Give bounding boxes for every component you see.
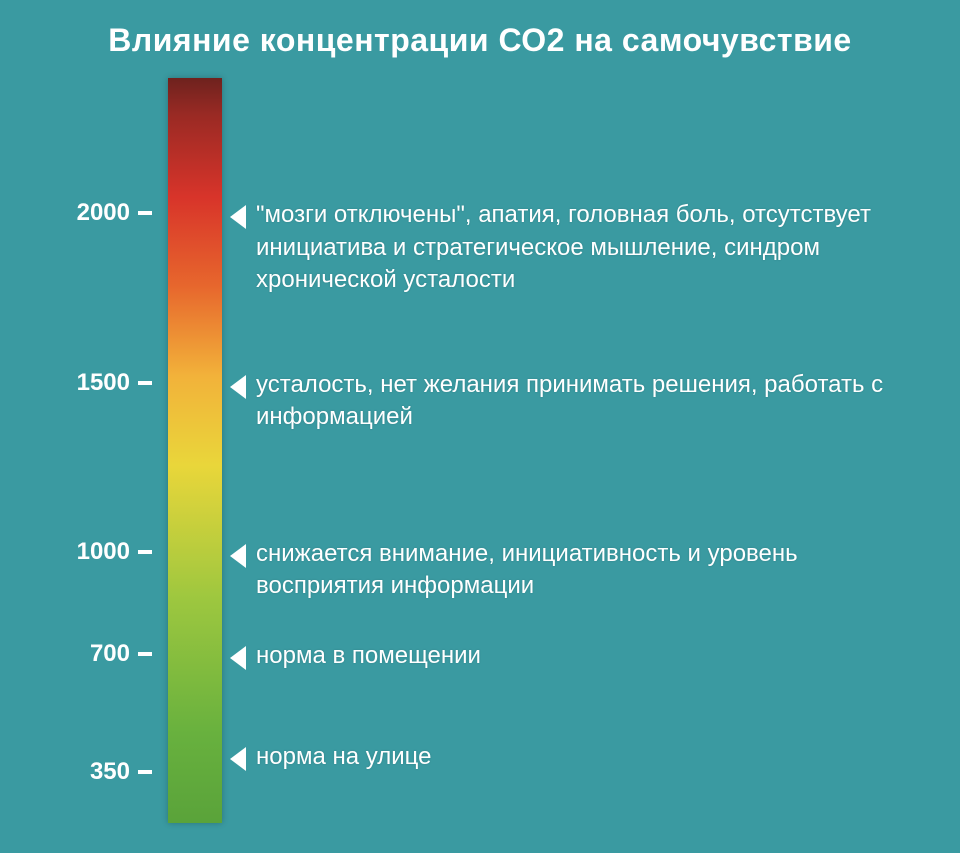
y-tick-mark <box>138 381 152 385</box>
y-tick: 700 <box>0 640 152 668</box>
annotation-text: снижается внимание, инициативность и уро… <box>256 538 930 603</box>
y-tick-mark <box>138 652 152 656</box>
annotation-text: "мозги отключены", апатия, головная боль… <box>256 199 930 296</box>
y-tick: 1500 <box>0 369 152 397</box>
y-tick-mark <box>138 550 152 554</box>
y-tick-mark <box>138 770 152 774</box>
co2-gradient-bar <box>168 78 222 823</box>
y-tick-label: 350 <box>0 758 130 786</box>
annotation: норма в помещении <box>230 640 481 672</box>
annotation: "мозги отключены", апатия, головная боль… <box>230 199 930 296</box>
pointer-icon <box>230 646 246 670</box>
page-title: Влияние концентрации СО2 на самочувствие <box>0 22 960 59</box>
y-tick: 1000 <box>0 538 152 566</box>
annotation: снижается внимание, инициативность и уро… <box>230 538 930 603</box>
y-tick-mark <box>138 211 152 215</box>
y-tick: 2000 <box>0 199 152 227</box>
annotation-text: усталость, нет желания принимать решения… <box>256 369 930 434</box>
pointer-icon <box>230 205 246 229</box>
pointer-icon <box>230 747 246 771</box>
infographic-canvas: Влияние концентрации СО2 на самочувствие… <box>0 0 960 853</box>
annotation-text: норма в помещении <box>256 640 481 672</box>
annotation-text: норма на улице <box>256 741 431 773</box>
y-tick-label: 1500 <box>0 369 130 397</box>
annotation: усталость, нет желания принимать решения… <box>230 369 930 434</box>
y-tick-label: 700 <box>0 640 130 668</box>
y-tick-label: 1000 <box>0 538 130 566</box>
pointer-icon <box>230 375 246 399</box>
pointer-icon <box>230 544 246 568</box>
annotation: норма на улице <box>230 741 431 773</box>
y-tick-label: 2000 <box>0 199 130 227</box>
y-tick: 350 <box>0 758 152 786</box>
